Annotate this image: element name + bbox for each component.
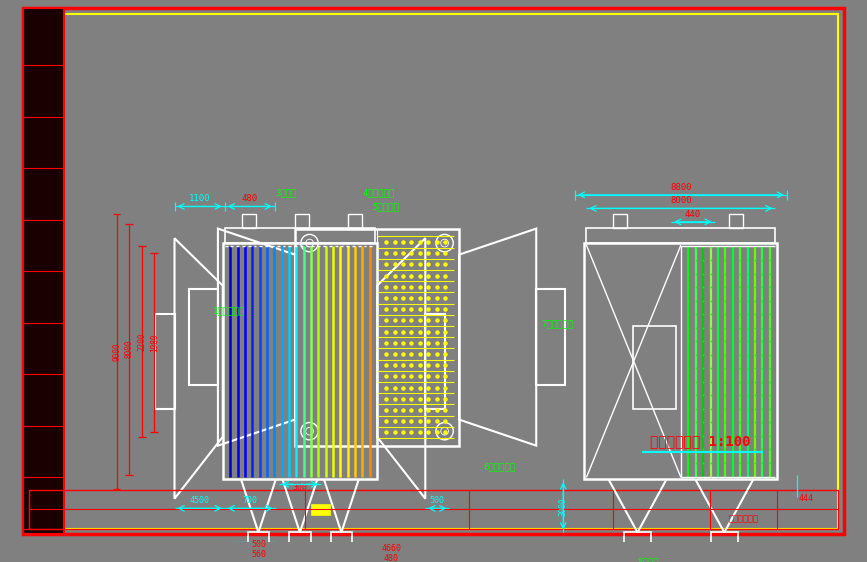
Bar [729, 214, 743, 228]
Bar [331, 532, 352, 550]
Text: 4、供电装置: 4、供电装置 [362, 188, 394, 197]
Text: 440: 440 [684, 210, 701, 219]
Text: 300: 300 [292, 483, 308, 492]
Text: 3000: 3000 [558, 497, 568, 516]
Text: 500: 500 [429, 496, 445, 505]
Bar [633, 326, 676, 409]
Text: 8000: 8000 [670, 196, 692, 205]
Text: 4500: 4500 [190, 496, 210, 505]
Text: 700: 700 [242, 496, 257, 505]
Text: 480: 480 [384, 554, 399, 562]
Bar [189, 289, 218, 385]
Bar [290, 532, 310, 550]
Text: 6、电晕电极: 6、电晕电极 [483, 463, 515, 472]
Text: 9000: 9000 [112, 342, 121, 361]
Text: 电除尘三视图: 电除尘三视图 [728, 514, 759, 523]
Text: 560: 560 [251, 550, 266, 559]
Bar [613, 214, 627, 228]
Text: 1980: 1980 [150, 333, 159, 352]
Text: 1100: 1100 [189, 194, 211, 203]
Text: 1、进口风筱: 1、进口风筱 [213, 307, 245, 316]
Bar [624, 532, 651, 550]
Bar [349, 214, 362, 228]
Text: 2200: 2200 [137, 332, 147, 351]
Bar [536, 289, 565, 385]
Text: 5、电晕极: 5、电晕极 [372, 202, 399, 211]
Bar [312, 505, 329, 515]
Bar [295, 214, 309, 228]
Text: 480: 480 [242, 194, 257, 203]
Text: 4660: 4660 [381, 545, 401, 554]
Text: 电除尘三视图 1:100: 电除尘三视图 1:100 [650, 434, 751, 448]
Text: 8800: 8800 [670, 183, 692, 192]
Bar [155, 314, 174, 409]
Text: 8000: 8000 [125, 340, 134, 359]
Bar [586, 228, 775, 243]
Text: 3、极板: 3、极板 [276, 188, 297, 197]
Text: 8、灰斗: 8、灰斗 [637, 557, 659, 562]
Bar [29, 490, 838, 529]
Bar [426, 314, 445, 409]
Text: 500: 500 [251, 541, 266, 550]
Text: 7、出口风筱: 7、出口风筱 [541, 320, 573, 329]
Bar [242, 214, 256, 228]
Bar [584, 243, 778, 479]
Bar [23, 8, 63, 534]
Bar [295, 229, 459, 446]
Bar [223, 243, 377, 479]
Text: 444: 444 [799, 494, 814, 503]
Bar [225, 228, 375, 243]
Bar [248, 532, 269, 550]
Bar [711, 532, 738, 550]
